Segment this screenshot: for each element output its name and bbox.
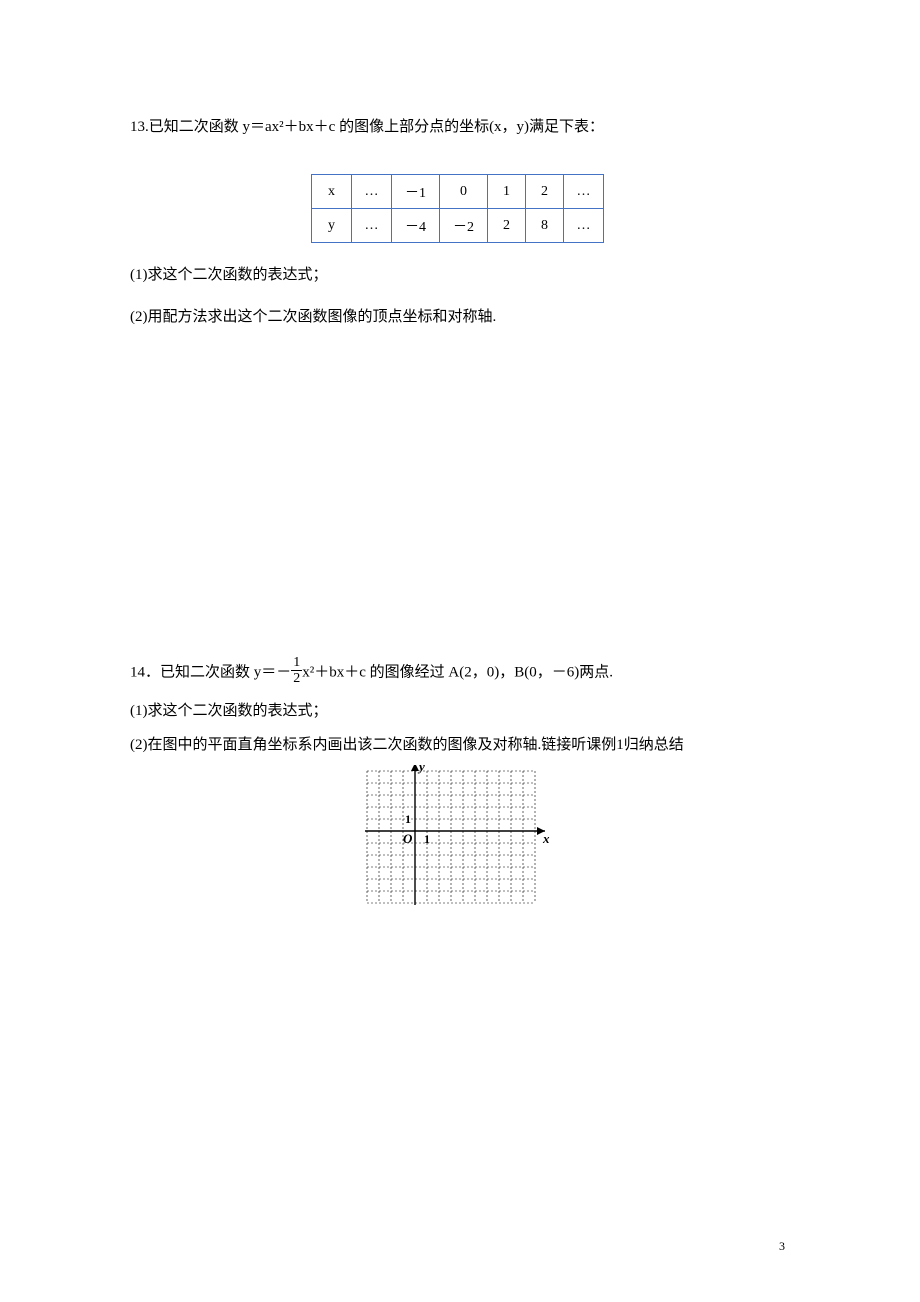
coordinate-grid: yxO11 (130, 765, 785, 918)
svg-text:1: 1 (405, 812, 411, 826)
vertical-gap (130, 347, 785, 657)
table-cell: 0 (440, 175, 488, 209)
table-cell: x (312, 175, 352, 209)
problem-14-intro: 14．已知二次函数 y＝－12x²＋bx＋c 的图像经过 A(2，0)，B(0，… (130, 657, 785, 689)
table-cell: … (352, 175, 392, 209)
problem-13-intro: 13.已知二次函数 y＝ax²＋bx＋c 的图像上部分点的坐标(x，y)满足下表… (130, 115, 785, 139)
table-cell: 8 (526, 209, 564, 243)
table-cell: －1 (392, 175, 440, 209)
problem-14-sub2: (2)在图中的平面直角坐标系内画出该二次函数的图像及对称轴.链接听课例1归纳总结 (130, 733, 785, 757)
table-cell: 1 (488, 175, 526, 209)
table-cell: … (564, 209, 604, 243)
table-cell: … (352, 209, 392, 243)
svg-text:1: 1 (424, 832, 430, 846)
page-number: 3 (779, 1239, 785, 1254)
problem-14-intro-pre: 14．已知二次函数 y＝－ (130, 664, 291, 680)
table-cell: y (312, 209, 352, 243)
grid-svg: yxO11 (361, 765, 555, 913)
svg-text:O: O (403, 831, 413, 846)
problem-14-sub1: (1)求这个二次函数的表达式； (130, 699, 785, 723)
table-cell: －2 (440, 209, 488, 243)
table-cell: 2 (526, 175, 564, 209)
table-cell: 2 (488, 209, 526, 243)
problem-14-intro-post: x²＋bx＋c 的图像经过 A(2，0)，B(0，－6)两点. (302, 664, 613, 680)
problem-13-sub2: (2)用配方法求出这个二次函数图像的顶点坐标和对称轴. (130, 305, 785, 329)
svg-text:y: y (417, 765, 425, 774)
problem-13-sub1: (1)求这个二次函数的表达式； (130, 263, 785, 287)
fraction-one-half: 12 (291, 655, 302, 687)
table-cell: －4 (392, 209, 440, 243)
table-cell: … (564, 175, 604, 209)
svg-text:x: x (542, 831, 550, 846)
problem-13-table: x…－1012…y…－4－228… (311, 174, 604, 243)
